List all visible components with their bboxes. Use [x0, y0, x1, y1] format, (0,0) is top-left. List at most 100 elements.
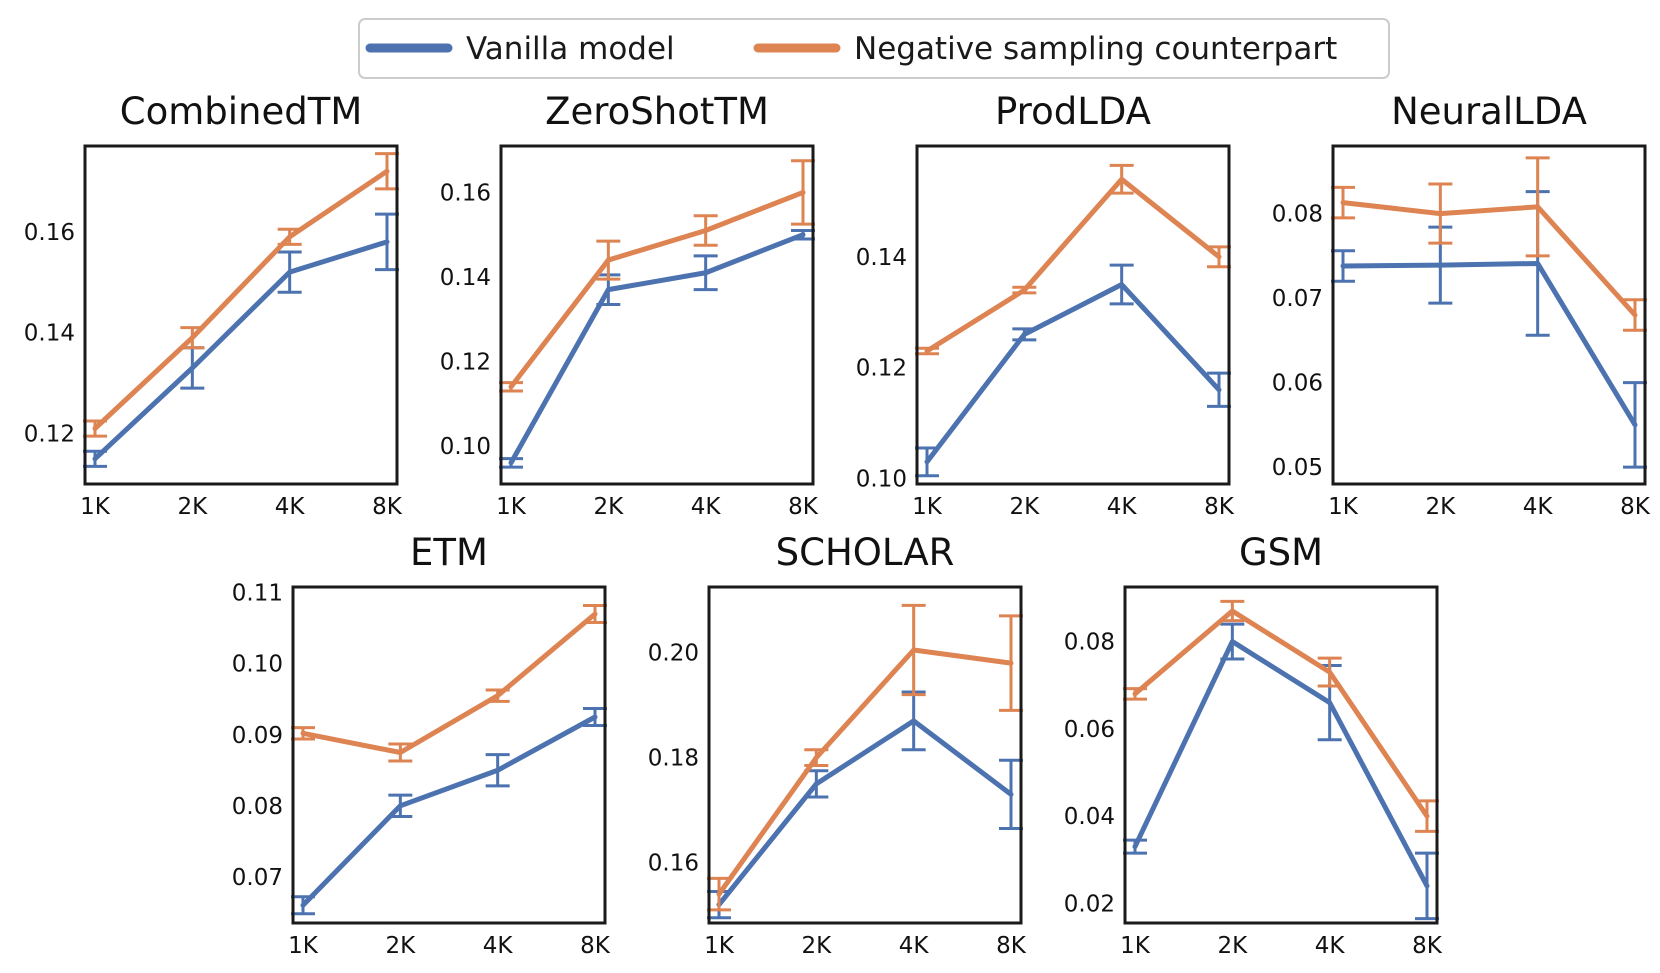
x-tick-label: 8K — [372, 494, 403, 520]
y-tick-label: 0.07 — [232, 865, 283, 891]
error-bar-negative — [1317, 656, 1342, 688]
error-bar-negative — [1331, 185, 1355, 220]
series-line-negative — [1132, 608, 1430, 819]
y-tick-label: 0.12 — [24, 422, 75, 448]
error-bar-negative — [693, 214, 718, 247]
error-bar-negative — [901, 603, 926, 697]
series-line-vanilla — [300, 714, 598, 908]
error-bar-vanilla — [999, 758, 1023, 830]
error-bar-negative — [1109, 163, 1134, 195]
panel-title: NeuralLDA — [1391, 90, 1587, 133]
panel-prodlda: ProdLDA 0.10 0.12 0.14 1K 2K 4K 8K — [856, 90, 1235, 520]
panel-zeroshottm: ZeroShotTM 0.10 0.12 0.14 0.16 1K 2K 4K 8K — [440, 90, 819, 520]
error-bar-negative — [804, 748, 829, 767]
error-bar-negative — [707, 876, 731, 912]
legend-negative-label: Negative sampling counterpart — [854, 31, 1337, 67]
series-line-negative — [508, 189, 806, 390]
error-bar-negative — [180, 326, 205, 350]
error-bar-negative — [1012, 285, 1037, 295]
error-bar-vanilla — [915, 446, 939, 478]
panel-neurallda: NeuralLDA 0.05 0.06 0.07 0.08 1K 2K 4K 8K — [1272, 90, 1651, 520]
y-tick-label: 0.05 — [1272, 455, 1323, 481]
x-tick-label: 8K — [1204, 494, 1235, 520]
panel-title: ETM — [410, 531, 488, 574]
series-line-negative — [716, 647, 1014, 897]
x-tick-label: 4K — [691, 494, 722, 520]
panels: CombinedTM 0.12 0.14 0.16 1K 2K 4K 8K ZeroShotTM… — [24, 90, 1651, 959]
error-bar-vanilla — [791, 229, 815, 241]
plot-frame — [1123, 585, 1439, 925]
error-bar-vanilla — [291, 895, 315, 916]
y-tick-label: 0.11 — [232, 581, 283, 607]
x-tick-label: 1K — [80, 494, 111, 520]
y-tick-label: 0.09 — [232, 723, 283, 749]
legend-box — [358, 18, 1390, 79]
x-tick-label: 2K — [385, 933, 416, 959]
panel-title: CombinedTM — [120, 90, 363, 133]
error-bar-negative — [999, 614, 1023, 712]
x-tick-label: 2K — [1425, 494, 1456, 520]
panel-title: GSM — [1239, 531, 1323, 574]
y-tick-label: 0.08 — [1064, 630, 1115, 656]
y-tick-label: 0.10 — [232, 652, 283, 678]
error-bar-negative — [1525, 156, 1550, 258]
error-bar-vanilla — [583, 706, 607, 728]
error-bar-negative — [1123, 687, 1147, 701]
y-tick-label: 0.16 — [440, 180, 491, 206]
error-bar-negative — [485, 688, 510, 703]
y-tick-label: 0.07 — [1272, 286, 1323, 312]
y-tick-label: 0.20 — [648, 641, 699, 667]
y-tick-label: 0.14 — [440, 265, 491, 291]
panel-title: ZeroShotTM — [545, 90, 769, 133]
x-tick-label: 1K — [496, 494, 527, 520]
plot-frame — [83, 144, 399, 486]
x-tick-label: 8K — [788, 494, 819, 520]
error-bar-negative — [277, 227, 302, 246]
x-tick-label: 1K — [704, 933, 735, 959]
x-tick-label: 1K — [288, 933, 319, 959]
x-tick-label: 4K — [1107, 494, 1138, 520]
error-bar-negative — [1415, 799, 1439, 833]
y-tick-label: 0.06 — [1064, 717, 1115, 743]
x-tick-label: 2K — [801, 933, 832, 959]
panel-gsm: GSM 0.02 0.04 0.06 0.08 1K 2K 4K 8K — [1064, 531, 1443, 959]
panel-etm: ETM 0.07 0.08 0.09 0.10 0.11 1K 2K 4K 8K — [232, 531, 611, 959]
y-tick-label: 0.16 — [24, 220, 75, 246]
x-tick-label: 4K — [275, 494, 306, 520]
x-tick-label: 8K — [580, 933, 611, 959]
y-tick-label: 0.02 — [1064, 891, 1115, 917]
error-bar-negative — [375, 152, 399, 191]
panel-title: ProdLDA — [995, 90, 1151, 133]
error-bar-vanilla — [901, 690, 926, 752]
error-bar-negative — [1428, 182, 1453, 245]
series-line-negative — [300, 611, 598, 756]
series-line-vanilla — [716, 718, 1014, 908]
error-bar-vanilla — [1123, 838, 1147, 855]
error-bar-negative — [1220, 599, 1245, 623]
error-bar-vanilla — [1331, 249, 1355, 283]
error-bar-vanilla — [1207, 371, 1231, 408]
error-bar-negative — [1207, 245, 1231, 269]
y-tick-label: 0.18 — [648, 746, 699, 772]
panel-scholar: SCHOLAR 0.16 0.18 0.20 1K 2K 4K 8K — [648, 531, 1027, 959]
y-tick-label: 0.14 — [856, 245, 907, 271]
plot-frame — [707, 585, 1023, 925]
series-line-vanilla — [1132, 639, 1430, 889]
x-tick-label: 1K — [1328, 494, 1359, 520]
error-bar-negative — [596, 239, 621, 281]
plot-frame — [915, 144, 1231, 486]
series-line-vanilla — [508, 232, 806, 466]
y-tick-label: 0.14 — [24, 321, 75, 347]
error-bar-negative — [915, 346, 939, 356]
x-tick-label: 2K — [1009, 494, 1040, 520]
x-tick-label: 4K — [899, 933, 930, 959]
y-tick-label: 0.08 — [1272, 202, 1323, 228]
y-tick-label: 0.10 — [856, 466, 907, 492]
y-tick-label: 0.12 — [440, 349, 491, 375]
x-tick-label: 1K — [912, 494, 943, 520]
y-tick-label: 0.06 — [1272, 371, 1323, 397]
x-tick-label: 4K — [483, 933, 514, 959]
error-bar-negative — [499, 381, 523, 393]
error-bar-negative — [291, 726, 315, 741]
error-bar-vanilla — [499, 457, 523, 469]
